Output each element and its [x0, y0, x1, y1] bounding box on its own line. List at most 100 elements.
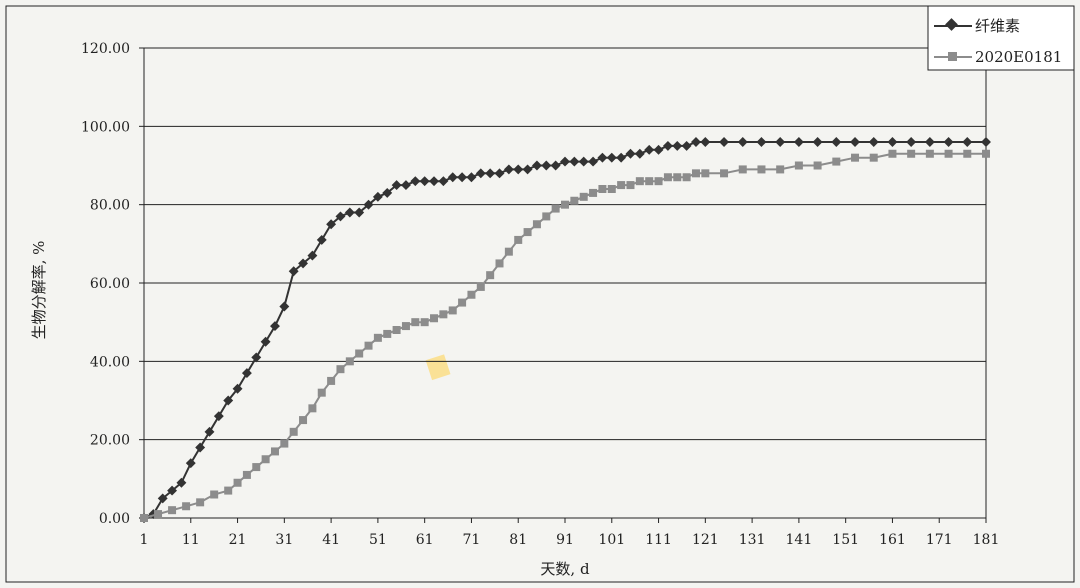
- data-point: [196, 498, 205, 507]
- data-point: [757, 165, 766, 174]
- data-point: [167, 485, 178, 496]
- y-tick-label: 120.00: [81, 41, 130, 57]
- legend-label-2: 2020E0181: [975, 48, 1062, 66]
- x-tick-label: 41: [322, 532, 340, 548]
- data-point: [776, 165, 785, 174]
- data-point: [513, 164, 524, 175]
- data-point: [317, 388, 326, 397]
- data-point: [532, 220, 541, 229]
- data-point: [504, 247, 513, 256]
- series-2: [140, 149, 990, 522]
- data-point: [494, 168, 505, 179]
- data-point: [392, 326, 401, 334]
- data-point: [794, 161, 803, 170]
- x-tick-label: 81: [509, 532, 527, 548]
- data-point: [981, 137, 991, 147]
- data-point: [654, 177, 663, 186]
- data-point: [476, 282, 485, 291]
- x-tick-label: 181: [973, 532, 1000, 548]
- data-point: [232, 383, 243, 394]
- data-point: [644, 144, 655, 155]
- data-point: [288, 266, 299, 277]
- data-point: [906, 137, 917, 147]
- data-point: [420, 318, 429, 327]
- x-tick-label: 1: [140, 532, 149, 548]
- data-point: [466, 172, 477, 183]
- x-tick-label: 31: [275, 532, 293, 548]
- data-point: [851, 153, 860, 162]
- data-point: [569, 156, 580, 167]
- x-tick-label: 21: [229, 532, 247, 548]
- data-point: [924, 137, 935, 147]
- data-point: [327, 376, 336, 385]
- data-point: [645, 177, 654, 186]
- data-point: [925, 149, 934, 158]
- data-point: [168, 506, 177, 515]
- data-point: [289, 427, 298, 436]
- data-point: [551, 204, 560, 213]
- data-point: [653, 144, 664, 155]
- data-point: [495, 259, 504, 268]
- data-point: [299, 416, 308, 425]
- data-point: [260, 336, 271, 347]
- data-point: [578, 156, 589, 167]
- grid-layer: [144, 47, 986, 519]
- x-tick-label: 111: [645, 532, 672, 548]
- data-point: [887, 137, 898, 147]
- data-point: [775, 137, 786, 147]
- data-point: [354, 207, 365, 218]
- data-point: [280, 439, 289, 448]
- data-point: [223, 395, 234, 406]
- data-point: [625, 148, 636, 159]
- data-point: [850, 137, 860, 147]
- data-point: [438, 176, 449, 187]
- data-point: [251, 352, 262, 363]
- data-point: [634, 148, 645, 159]
- data-point: [541, 160, 552, 171]
- x-tick-label: 11: [182, 532, 200, 548]
- y-tick-label: 60.00: [90, 276, 130, 292]
- data-point: [447, 172, 458, 183]
- y-axis-title: 生物分解率, %: [30, 241, 48, 340]
- data-point: [411, 318, 420, 327]
- data-point: [550, 160, 561, 171]
- data-point: [195, 442, 206, 453]
- data-point: [419, 176, 430, 187]
- data-point: [868, 137, 879, 147]
- data-point: [606, 152, 617, 163]
- watermark: ·: [398, 300, 477, 435]
- data-point: [514, 235, 523, 244]
- data-point: [813, 161, 822, 170]
- svg-text:·: ·: [398, 300, 477, 435]
- data-point: [756, 137, 767, 147]
- data-point: [363, 199, 374, 210]
- data-point: [522, 164, 533, 175]
- x-tick-label: 91: [556, 532, 574, 548]
- data-point: [157, 493, 168, 504]
- chart-border: [5, 5, 1075, 583]
- legend: 纤维素 2020E0181: [927, 5, 1075, 71]
- data-point: [701, 169, 710, 178]
- data-point: [439, 310, 448, 319]
- data-point: [458, 298, 467, 307]
- data-point: [570, 196, 579, 205]
- legend-label-1: 纤维素: [975, 17, 1020, 35]
- data-point: [607, 185, 616, 193]
- data-point: [542, 212, 551, 221]
- data-point: [982, 149, 990, 158]
- data-point: [326, 219, 337, 230]
- data-point: [185, 458, 196, 469]
- x-ticks: 1 11 21 31 41 51 61 71 81 91 101 111 121 131 141 151 161…: [140, 518, 1000, 548]
- data-point: [316, 234, 327, 245]
- data-point: [383, 329, 392, 338]
- x-tick-label: 121: [692, 532, 719, 548]
- data-point: [907, 149, 916, 158]
- data-point: [210, 490, 219, 499]
- data-point: [486, 271, 495, 280]
- data-point: [457, 172, 468, 183]
- y-tick-label: 40.00: [90, 354, 130, 370]
- y-tick-label: 0.00: [99, 511, 130, 527]
- data-point: [662, 140, 673, 151]
- data-point: [298, 258, 308, 269]
- y-tick-label: 80.00: [90, 198, 130, 214]
